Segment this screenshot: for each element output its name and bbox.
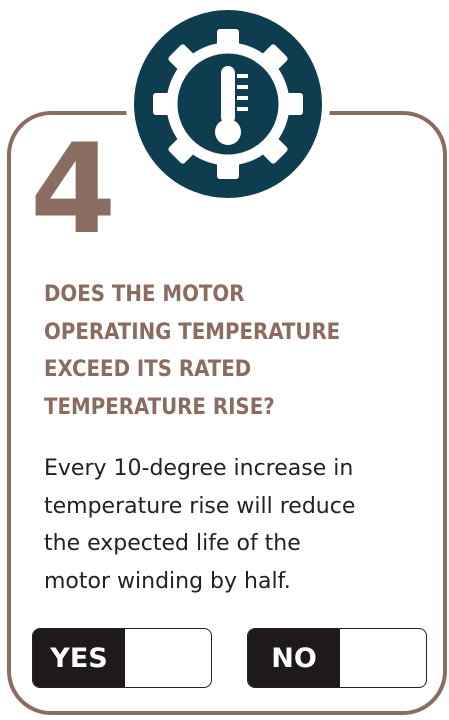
question-heading: DOES THE MOTOR OPERATING TEMPERATURE EXCEE… bbox=[44, 276, 340, 426]
heading-line: DOES THE MOTOR bbox=[44, 282, 245, 307]
description: Every 10-degree increase in temperature r… bbox=[44, 450, 355, 600]
body-line: Every 10-degree increase in bbox=[44, 456, 354, 481]
heading-line: TEMPERATURE RISE? bbox=[44, 394, 275, 420]
heading-line: EXCEED ITS RATED bbox=[44, 357, 252, 382]
body-line: the expected life of the bbox=[44, 531, 301, 556]
yes-label[interactable]: YES bbox=[33, 629, 125, 687]
yes-button[interactable]: YES bbox=[32, 628, 212, 688]
heading-line: OPERATING TEMPERATURE bbox=[44, 319, 341, 345]
gear-icon bbox=[153, 29, 303, 179]
no-label[interactable]: NO bbox=[248, 629, 340, 687]
body-line: motor winding by half. bbox=[44, 568, 291, 594]
body-line: temperature rise will reduce bbox=[44, 493, 356, 519]
step-number: 4 bbox=[30, 118, 117, 262]
no-button[interactable]: NO bbox=[247, 628, 427, 688]
